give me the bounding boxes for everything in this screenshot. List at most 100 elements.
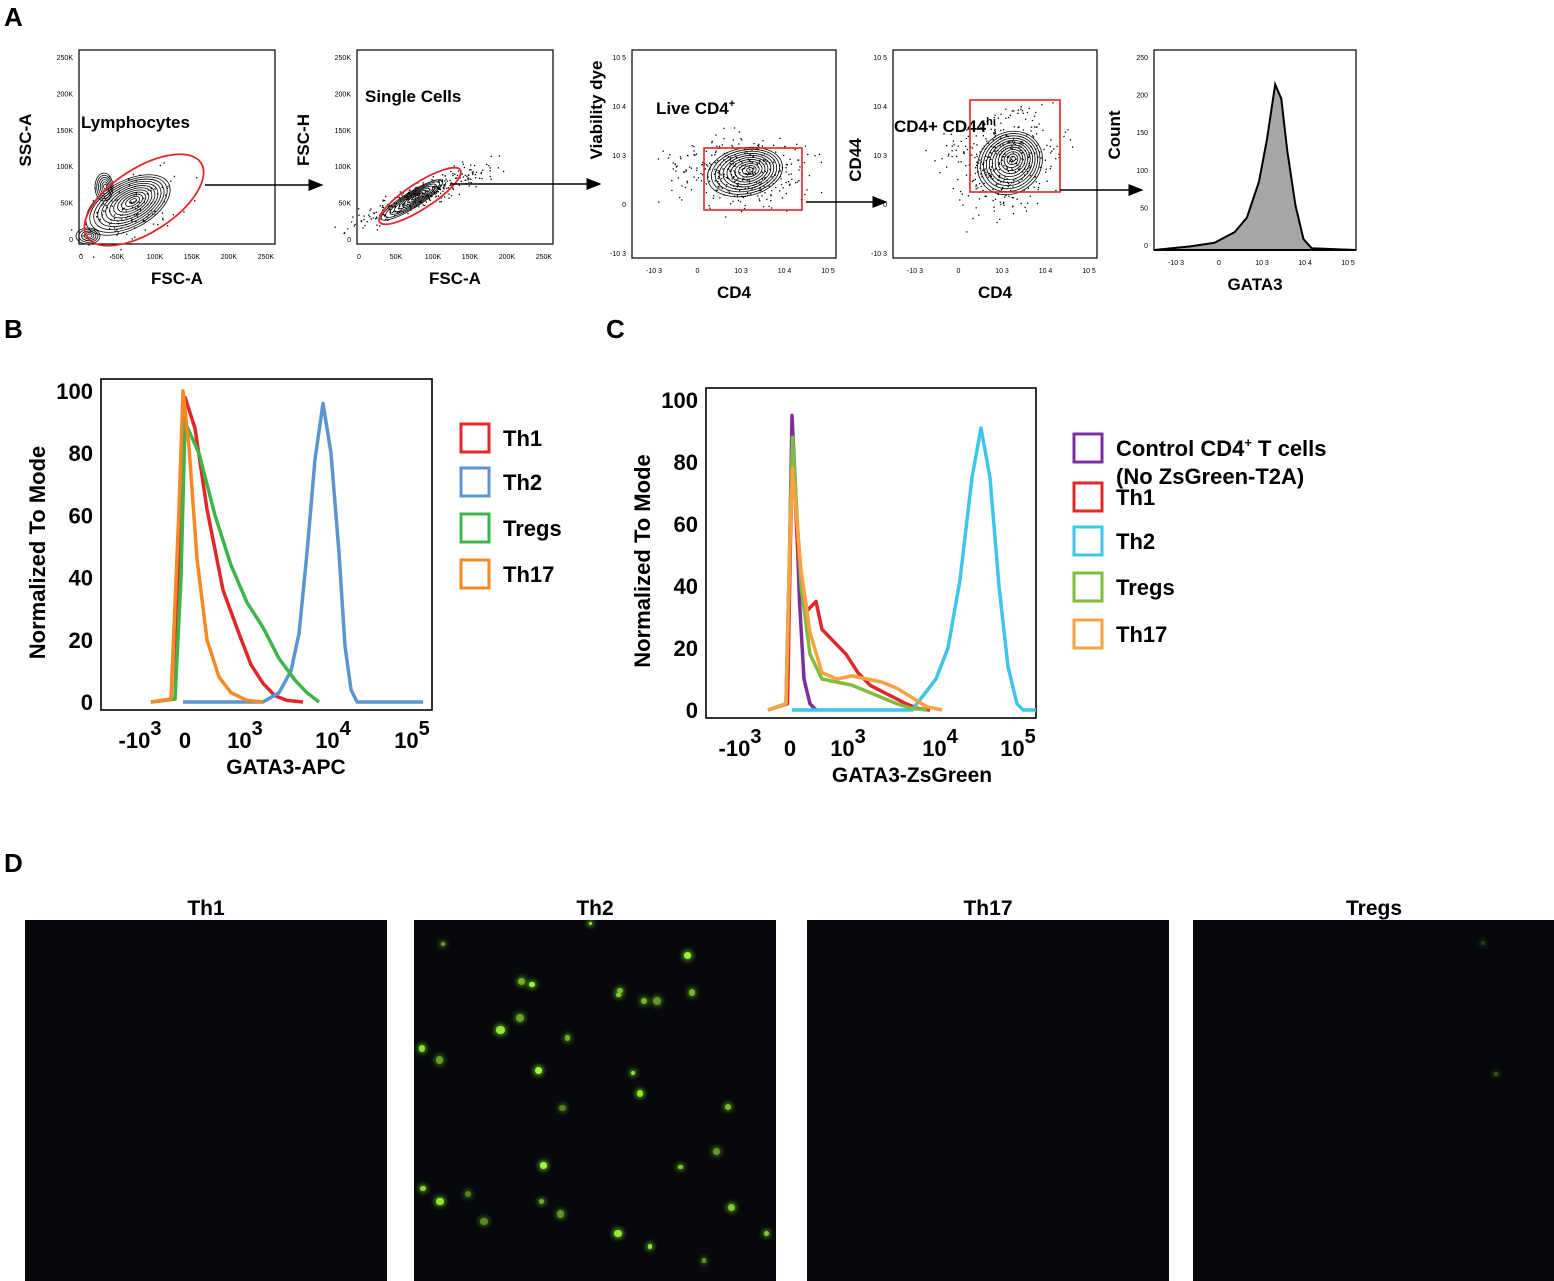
event-dot	[1055, 189, 1057, 192]
event-dot	[976, 144, 978, 146]
event-dot	[704, 168, 706, 170]
event-dot	[128, 184, 131, 186]
event-dot	[957, 178, 959, 181]
event-dot	[472, 172, 474, 174]
event-dot	[963, 152, 965, 155]
histogram-series-th17	[767, 466, 943, 712]
legend-label: (No ZsGreen-T2A)	[1116, 464, 1304, 489]
legend-label-part: Th2	[1116, 529, 1155, 554]
event-dot	[941, 158, 943, 160]
event-dot	[995, 183, 997, 185]
event-dot	[414, 187, 416, 189]
event-dot	[343, 232, 345, 235]
event-dot	[1014, 143, 1016, 146]
event-dot	[399, 191, 401, 193]
event-dot	[1024, 174, 1026, 176]
event-dot	[126, 233, 128, 235]
event-dot	[1019, 165, 1021, 168]
event-dot	[733, 176, 735, 178]
legend-item-1: Th2	[459, 466, 542, 498]
event-dot	[749, 172, 751, 175]
event-dot	[1011, 156, 1014, 158]
histogram-xtick: 104	[922, 726, 958, 761]
event-dot	[163, 162, 165, 164]
micrograph-title-tregs: Tregs	[1345, 897, 1403, 920]
event-dot	[713, 173, 716, 175]
contour-ring	[710, 148, 780, 195]
event-dot	[738, 143, 740, 145]
fluorescent-cell	[535, 1066, 543, 1074]
event-dot	[948, 153, 950, 155]
event-dot	[738, 189, 741, 192]
event-dot	[675, 166, 677, 168]
event-dot	[137, 213, 139, 215]
event-dot	[423, 192, 425, 195]
event-dot	[717, 172, 719, 174]
event-dot	[1000, 188, 1003, 191]
event-dot	[1009, 184, 1011, 186]
event-dot	[753, 142, 755, 145]
event-dot	[749, 153, 751, 156]
event-dot	[150, 187, 152, 190]
gating-ytick: 10 4	[612, 104, 626, 111]
event-dot	[679, 196, 681, 199]
event-dot	[366, 221, 368, 223]
event-dot	[1006, 178, 1008, 180]
contour-ring	[389, 183, 437, 215]
event-dot	[401, 205, 404, 207]
event-dot	[993, 133, 995, 135]
event-dot	[416, 186, 418, 189]
event-dot	[818, 153, 821, 156]
event-dot	[474, 174, 477, 176]
gating-ytick: 50K	[61, 201, 74, 208]
event-dot	[461, 173, 463, 175]
histogram-ytick: 80	[674, 450, 698, 475]
event-dot	[108, 228, 111, 230]
event-dot	[1018, 181, 1020, 183]
gating-xtick: 0	[357, 254, 361, 261]
event-dot	[700, 172, 702, 175]
event-dot	[382, 206, 385, 209]
event-dot	[1013, 142, 1015, 144]
event-dot	[741, 139, 743, 141]
event-dot	[731, 160, 733, 163]
histogram-frame	[705, 387, 1037, 719]
event-dot	[779, 137, 781, 140]
event-dot	[994, 129, 996, 132]
event-dot	[113, 214, 116, 216]
contour-ring	[411, 194, 421, 201]
contour-ring	[988, 139, 1033, 184]
event-dot	[128, 179, 130, 181]
event-dot	[1021, 152, 1023, 154]
event-dot	[789, 183, 791, 185]
event-dot	[467, 179, 469, 181]
event-dot	[764, 176, 766, 179]
event-dot	[1000, 137, 1002, 139]
event-dot	[173, 175, 176, 178]
event-dot	[723, 127, 725, 130]
fluorescent-cell	[640, 997, 648, 1005]
event-dot	[945, 144, 948, 147]
event-dot	[759, 159, 761, 162]
event-dot	[386, 216, 388, 219]
fluorescent-cell	[515, 1013, 524, 1022]
event-dot	[990, 158, 992, 161]
legend-swatch	[1072, 618, 1104, 650]
gating-xtick: -10 3	[907, 268, 923, 275]
event-dot	[118, 191, 120, 193]
event-dot	[741, 161, 743, 163]
event-dot	[994, 124, 996, 127]
event-dot	[732, 160, 734, 162]
event-dot	[718, 145, 721, 148]
event-dot	[807, 153, 809, 156]
fluorescent-cell	[1493, 1072, 1498, 1076]
event-dot	[1007, 142, 1009, 144]
event-dot	[733, 195, 736, 197]
event-dot	[452, 187, 454, 189]
event-dot	[982, 189, 984, 192]
legend-label: Th2	[503, 470, 542, 495]
legend-label-part: Th17	[503, 562, 554, 587]
event-dot	[982, 169, 984, 171]
event-dot	[111, 200, 113, 202]
contour-ring	[977, 130, 1043, 196]
